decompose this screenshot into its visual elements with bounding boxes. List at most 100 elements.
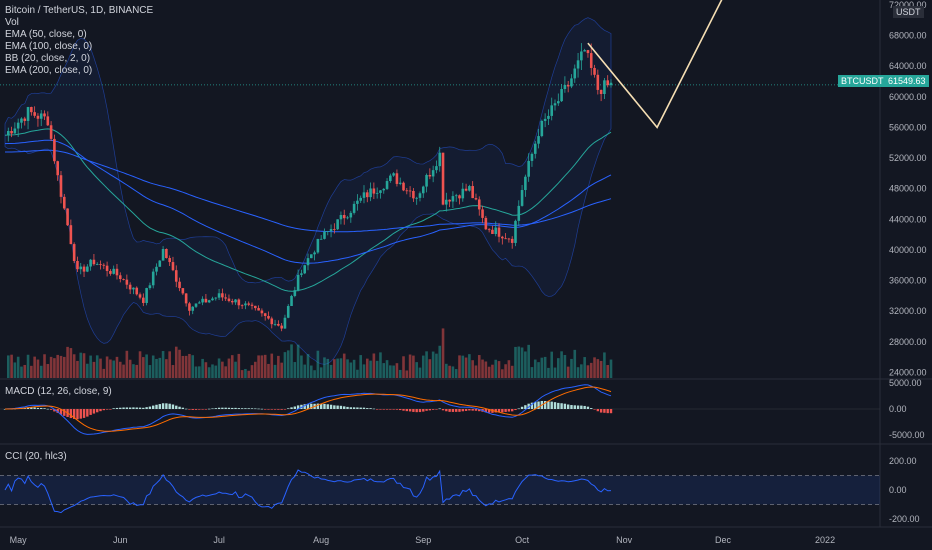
- volume-bar: [438, 345, 442, 378]
- symbol-title[interactable]: Bitcoin / TetherUS, 1D, BINANCE: [5, 5, 154, 16]
- volume-bar: [62, 356, 66, 378]
- indicator-vol[interactable]: Vol: [5, 17, 19, 28]
- volume-bar: [165, 359, 168, 378]
- volume-bar: [286, 350, 290, 378]
- macd-hist-bar: [458, 409, 461, 412]
- volume-bar: [389, 365, 392, 378]
- volume-bar: [412, 355, 415, 378]
- macd-hist-bar: [346, 406, 349, 409]
- macd-hist-bar: [385, 409, 389, 410]
- cci-band-fill: [0, 475, 880, 505]
- macd-hist-bar: [530, 402, 534, 409]
- candle-body: [326, 231, 330, 232]
- candle-body: [543, 118, 547, 121]
- volume-bar: [392, 365, 395, 378]
- candle-body: [10, 130, 13, 134]
- macd-hist-bar: [609, 409, 613, 414]
- volume-bar: [118, 361, 122, 378]
- volume-bar: [349, 362, 353, 378]
- macd-hist-bar: [507, 409, 511, 412]
- volume-bar: [550, 351, 554, 378]
- volume-bar: [451, 366, 455, 378]
- volume-bar: [540, 357, 544, 378]
- volume-bar: [593, 357, 596, 378]
- volume-bar: [454, 369, 458, 378]
- time-tick-label: May: [10, 535, 28, 545]
- candle-body: [194, 303, 198, 307]
- volume-bar: [372, 353, 376, 378]
- indicator-ema100[interactable]: EMA (100, close, 0): [5, 41, 93, 52]
- candle-body: [273, 323, 277, 325]
- candle-body: [458, 195, 461, 199]
- volume-bar: [596, 359, 600, 378]
- volume-bar: [171, 365, 175, 378]
- volume-bar: [375, 360, 379, 378]
- macd-label[interactable]: MACD (12, 26, close, 9): [5, 386, 112, 397]
- candle-body: [425, 174, 428, 187]
- macd-hist-bar: [527, 403, 530, 409]
- candle-body: [365, 192, 369, 198]
- volume-bar: [609, 359, 613, 378]
- volume-bar: [346, 359, 349, 378]
- candle-body: [161, 249, 165, 261]
- macd-hist-bar: [46, 408, 50, 410]
- candle-body: [267, 315, 270, 319]
- macd-hist-bar: [142, 407, 145, 409]
- candle-body: [191, 306, 195, 311]
- macd-hist-bar: [576, 405, 580, 409]
- price-tick-label: 36000.00: [889, 276, 927, 286]
- candle-body: [563, 84, 567, 90]
- candle-body: [36, 115, 40, 119]
- macd-hist-bar: [560, 403, 563, 409]
- macd-hist-bar: [254, 408, 257, 410]
- currency-label[interactable]: USDT: [893, 6, 924, 18]
- candle-body: [497, 227, 501, 237]
- volume-bar: [224, 366, 227, 378]
- candle-body: [293, 290, 297, 296]
- macd-hist-bar: [128, 407, 132, 409]
- macd-hist-bar: [194, 409, 198, 410]
- volume-bar: [217, 358, 221, 378]
- macd-hist-bar: [356, 407, 359, 409]
- macd-hist-bar: [583, 405, 586, 409]
- indicator-ema200[interactable]: EMA (200, close, 0): [5, 65, 93, 76]
- candle-body: [198, 302, 201, 304]
- candle-body: [105, 265, 109, 271]
- volume-bar: [240, 370, 244, 378]
- indicator-bb[interactable]: BB (20, close, 2, 0): [5, 53, 91, 64]
- macd-hist-bar: [412, 409, 415, 412]
- macd-hist-bar: [537, 401, 540, 409]
- macd-hist-bar: [296, 405, 300, 409]
- volume-bar: [474, 365, 478, 378]
- macd-hist-bar: [428, 409, 432, 411]
- indicator-ema50[interactable]: EMA (50, close, 0): [5, 29, 87, 40]
- candle-body: [349, 212, 353, 218]
- macd-hist-bar: [122, 407, 125, 409]
- macd-hist-bar: [224, 407, 227, 409]
- volume-bar: [105, 356, 109, 378]
- macd-hist-bar: [497, 409, 501, 413]
- candle-body: [224, 297, 227, 299]
- cci-label[interactable]: CCI (20, hlc3): [5, 451, 67, 462]
- candle-body: [560, 89, 563, 102]
- volume-bar: [178, 349, 181, 378]
- macd-hist-bar: [418, 409, 422, 413]
- candle-body: [362, 192, 366, 198]
- candle-body: [408, 190, 412, 192]
- macd-hist-bar: [590, 408, 593, 409]
- macd-hist-bar: [204, 409, 208, 410]
- volume-bar: [543, 356, 547, 378]
- candle-body: [501, 236, 504, 239]
- time-tick-label: Oct: [515, 535, 530, 545]
- volume-bar: [484, 361, 488, 378]
- volume-bar: [207, 367, 211, 378]
- candle-body: [319, 238, 323, 240]
- volume-bar: [431, 351, 435, 378]
- candle-body: [247, 303, 251, 305]
- candle-body: [244, 303, 247, 306]
- volume-bar: [329, 364, 333, 378]
- candle-body: [379, 190, 382, 193]
- volume-bar: [214, 365, 218, 378]
- volume-bar: [537, 362, 540, 378]
